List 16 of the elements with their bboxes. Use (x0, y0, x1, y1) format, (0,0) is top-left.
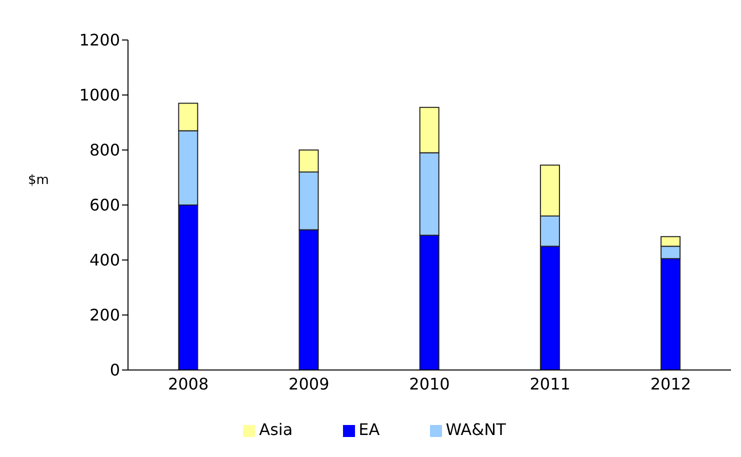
legend-label: WA&NT (446, 420, 506, 439)
y-tick-label: 800 (89, 140, 120, 160)
y-tick-label: 200 (89, 306, 120, 325)
y-axis-title: $m (28, 173, 49, 188)
legend-label: EA (358, 420, 380, 439)
y-tick-label: 1200 (79, 30, 120, 50)
y-tick-label: 0 (110, 360, 120, 380)
y-tick-label: 400 (89, 250, 120, 270)
x-tick-label: 2008 (168, 374, 209, 394)
x-tick-label: 2010 (409, 374, 450, 394)
x-tick-label: 2009 (288, 374, 330, 394)
legend-label: Asia (259, 420, 293, 439)
x-tick-label: 2011 (530, 374, 570, 394)
y-tick-label: 600 (89, 196, 120, 215)
x-tick-label: 2012 (650, 374, 692, 394)
y-tick-label: 1000 (79, 86, 120, 105)
